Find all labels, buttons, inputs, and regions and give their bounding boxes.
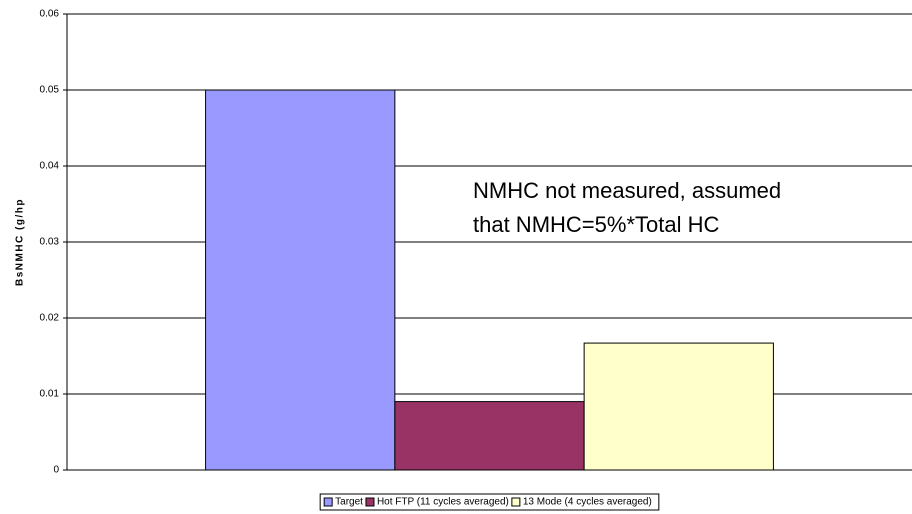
legend-label: Target xyxy=(335,497,363,508)
legend-swatch xyxy=(323,497,333,507)
annotation: NMHC not measured, assumed xyxy=(473,178,781,203)
legend-swatch xyxy=(365,497,375,507)
y-tick-label: 0.01 xyxy=(40,389,60,400)
y-tick-label: 0 xyxy=(53,465,59,476)
bar xyxy=(394,401,585,471)
legend-swatch xyxy=(511,497,521,507)
legend-label: 13 Mode (4 cycles averaged) xyxy=(523,497,652,508)
bar xyxy=(205,89,396,471)
y-tick-label: 0.06 xyxy=(40,9,60,20)
legend xyxy=(319,493,660,511)
y-tick-label: 0.02 xyxy=(40,313,60,324)
y-tick-label: 0.03 xyxy=(40,237,60,248)
annotation: that NMHC=5%*Total HC xyxy=(473,212,719,237)
y-tick-label: 0.04 xyxy=(40,161,60,172)
y-tick-label: 0.05 xyxy=(40,85,60,96)
legend-label: Hot FTP (11 cycles averaged) xyxy=(377,497,509,508)
bar xyxy=(583,342,774,471)
y-axis-label: BsNMHC (g/hp xyxy=(15,198,26,286)
